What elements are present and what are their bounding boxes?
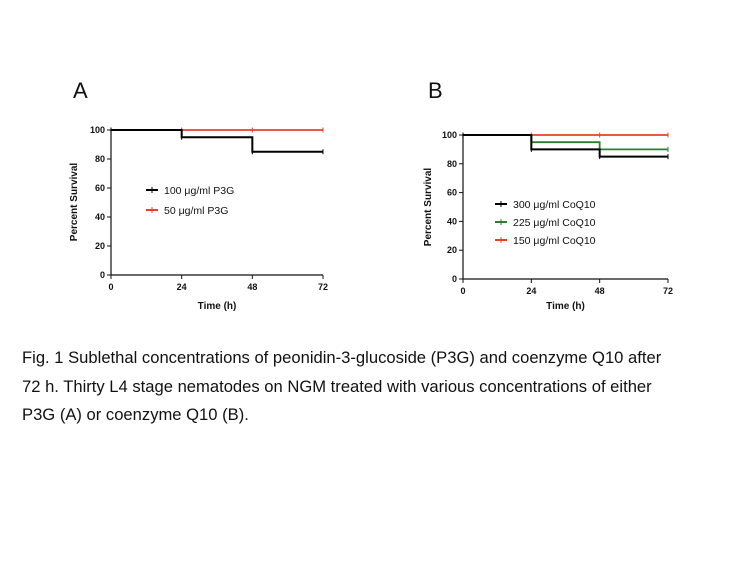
y-tick-label: 60: [447, 188, 457, 198]
caption-line-1: Fig. 1 Sublethal concentrations of peoni…: [22, 348, 662, 367]
panel-label-b: B: [428, 78, 443, 103]
caption-line-3: P3G (A) or coenzyme Q10 (B).: [22, 405, 249, 424]
x-tick-label: 24: [177, 282, 187, 292]
y-tick-label: 20: [447, 245, 457, 255]
x-tick-label: 72: [318, 282, 328, 292]
series-line-2: [463, 134, 668, 151]
survival-chart-a: 0 20 40 60 80 100 0 24 48 72 Time (h) Percent Survi…: [69, 125, 328, 312]
caption-line-2: 72 h. Thirty L4 stage nematodes on NGM t…: [22, 376, 652, 396]
legend-label-2: 50 μg/ml P3G: [164, 205, 228, 217]
y-tick-label: 0: [452, 274, 457, 284]
x-axis-title: Time (h): [546, 301, 585, 312]
y-tick-label: 80: [95, 154, 105, 164]
y-axis-title: Percent Survival: [423, 168, 434, 247]
figure-caption: Fig. 1 Sublethal concentrations of peoni…: [22, 344, 742, 430]
series-line-1: [111, 129, 323, 153]
y-tick-label: 80: [447, 159, 457, 169]
legend-label-3: 150 μg/ml CoQ10: [513, 235, 596, 247]
series-line-1: [463, 134, 668, 158]
x-tick-label: 48: [247, 282, 257, 292]
y-tick-label: 100: [90, 125, 105, 135]
y-axis-title: Percent Survival: [69, 163, 80, 242]
y-tick-label: 60: [95, 183, 105, 193]
plot-group-a: 0 20 40 60 80 100 0 24 48 72 Time (h) Percent Survi…: [69, 125, 328, 312]
x-tick-label: 24: [526, 286, 536, 296]
plot-group-b: 0 20 40 60 80 100 0 24 48 72 Time (h) Percent Survi…: [423, 130, 673, 312]
x-tick-label: 72: [663, 286, 673, 296]
y-tick-label: 40: [95, 212, 105, 222]
panel-label-a: A: [73, 78, 88, 103]
x-tick-label: 48: [595, 286, 605, 296]
y-tick-label: 100: [442, 130, 457, 140]
legend-label-1: 300 μg/ml CoQ10: [513, 199, 596, 211]
legend-label-2: 225 μg/ml CoQ10: [513, 217, 596, 229]
survival-chart-b: 0 20 40 60 80 100 0 24 48 72 Time (h) Percent Survi…: [423, 130, 673, 312]
y-tick-label: 20: [95, 241, 105, 251]
x-tick-label: 0: [108, 282, 113, 292]
y-tick-label: 0: [100, 270, 105, 280]
y-tick-label: 40: [447, 216, 457, 226]
x-tick-label: 0: [460, 286, 465, 296]
x-axis-title: Time (h): [198, 301, 237, 312]
legend-label-1: 100 μg/ml P3G: [164, 185, 234, 197]
